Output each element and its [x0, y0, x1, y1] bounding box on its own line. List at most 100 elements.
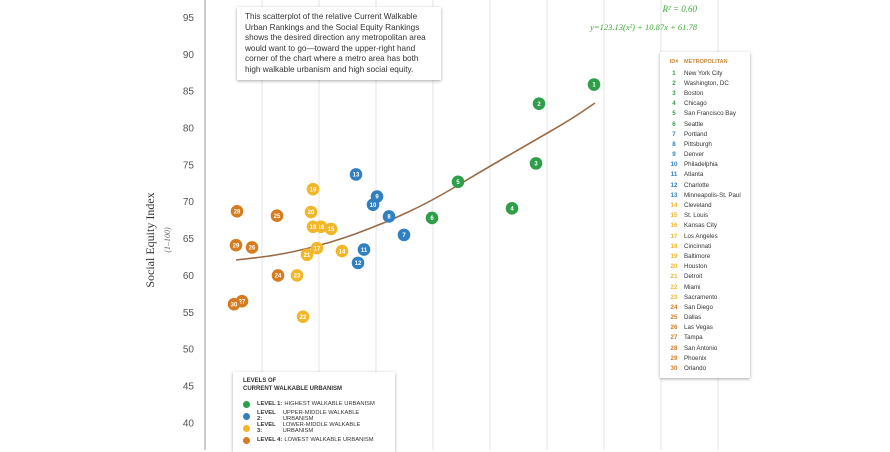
- legend-level-label: HIGHEST WALKABLE URBANISM: [284, 401, 375, 407]
- data-point-label: 28: [234, 209, 241, 215]
- data-point-label: 17: [314, 246, 321, 252]
- metro-id: 1: [672, 69, 676, 77]
- data-point: 25: [270, 209, 284, 223]
- data-point-marker: [230, 204, 244, 218]
- metro-name: Atlanta: [684, 171, 704, 179]
- y-axis-sublabel: (1–100): [163, 227, 172, 253]
- data-point-marker: [505, 202, 519, 215]
- data-point: 13: [349, 168, 363, 181]
- data-point: 19: [306, 182, 320, 196]
- metro-name: Boston: [684, 89, 704, 97]
- y-tick-label: 65: [183, 234, 195, 245]
- y-tick-label: 60: [183, 271, 195, 282]
- data-point-marker: [529, 157, 543, 170]
- metro-name: Chicago: [684, 100, 707, 108]
- metro-name: Las Vegas: [684, 324, 713, 332]
- metro-row: 28 San Antonio: [664, 343, 746, 353]
- metro-col-id: ID#: [669, 59, 679, 65]
- metro-row: 1 New York City: [664, 68, 746, 78]
- legend-dot-icon: [243, 424, 250, 432]
- metro-name: Dallas: [684, 314, 702, 322]
- legend-level-label: LOWEST WALKABLE URBANISM: [284, 437, 374, 443]
- metro-row: 5 San Francisco Bay: [664, 109, 746, 119]
- y-tick-label: 80: [183, 124, 195, 135]
- metro-id: 2: [672, 79, 676, 87]
- metro-name: Orlando: [684, 365, 707, 373]
- data-point-label: 16: [318, 225, 325, 231]
- metro-row: 16 Kansas City: [664, 221, 746, 231]
- legend-dot-icon: [243, 436, 250, 444]
- data-point-label: 29: [233, 243, 240, 249]
- data-point: 8: [382, 210, 396, 223]
- data-point-label: 27: [239, 299, 246, 305]
- data-point-label: 25: [274, 214, 281, 220]
- levels-legend: LEVELS OF CURRENT WALKABLE URBANISM LEVE…: [233, 372, 395, 452]
- metro-name: Seattle: [684, 120, 704, 128]
- legend-title-line1: LEVELS OF: [243, 378, 277, 384]
- data-point-label: 11: [361, 248, 368, 254]
- legend-row: LEVEL 2: UPPER-MIDDLE WALKABLE URBANISM: [243, 410, 385, 422]
- metro-row: 26 Las Vegas: [664, 323, 746, 333]
- data-point: 17: [310, 241, 324, 255]
- data-point: 7: [397, 228, 411, 242]
- metro-id: 5: [672, 110, 676, 118]
- y-tick-label: 95: [183, 13, 195, 24]
- metro-id: 22: [670, 283, 678, 291]
- metro-id: 21: [670, 273, 678, 281]
- y-tick-label: 70: [183, 197, 195, 208]
- data-point: 18: [306, 220, 320, 234]
- data-point: 20: [304, 205, 318, 219]
- data-point-marker: [306, 182, 320, 196]
- data-point: 10: [366, 198, 380, 211]
- metro-id: 10: [670, 161, 678, 169]
- legend-dot-icon: [243, 412, 250, 420]
- metro-name: Charlotte: [684, 181, 710, 189]
- metro-row: 14 Cleveland: [664, 200, 746, 210]
- metro-row: 30 Orlando: [664, 363, 746, 373]
- data-point-marker: [532, 97, 546, 110]
- metro-row: 27 Tampa: [664, 333, 746, 343]
- data-point: 3: [529, 157, 543, 170]
- metro-name: Houston: [684, 263, 708, 271]
- data-points: 1234567891011121314151617181920212223242…: [227, 78, 601, 323]
- data-point-marker: [382, 210, 396, 223]
- metro-name: San Antonio: [684, 344, 718, 352]
- metro-id: 4: [672, 100, 676, 108]
- data-point-label: 15: [328, 227, 335, 233]
- data-point: 4: [505, 202, 519, 215]
- legend-level: LEVEL 4:: [257, 437, 283, 443]
- data-point-label: 26: [249, 246, 256, 252]
- metro-name: Washington, DC: [684, 79, 729, 87]
- metro-row: 11 Atlanta: [664, 170, 746, 180]
- data-point-marker: [366, 198, 380, 211]
- legend-level-label: UPPER-MIDDLE WALKABLE URBANISM: [282, 410, 360, 422]
- legend-row: LEVEL 4: LOWEST WALKABLE URBANISM: [243, 434, 385, 446]
- data-point-label: 12: [355, 261, 362, 267]
- data-point-label: 21: [304, 253, 311, 259]
- legend-level: LEVEL 3:: [257, 422, 276, 434]
- data-point: 26: [245, 241, 259, 254]
- data-point-label: 19: [310, 187, 317, 193]
- data-point-marker: [324, 222, 338, 236]
- metro-id: 17: [670, 232, 678, 240]
- data-point-label: 20: [308, 210, 315, 216]
- legend-rows: LEVEL 1: HIGHEST WALKABLE URBANISM LEVEL 2…: [243, 398, 385, 446]
- metro-name: Phoenix: [684, 354, 707, 362]
- data-point-label: 8: [387, 215, 391, 221]
- metro-row: 12 Charlotte: [664, 180, 746, 190]
- metro-id: 7: [672, 130, 676, 138]
- data-point-label: 22: [300, 315, 307, 321]
- metro-name: Minneapolis-St. Paul: [684, 191, 741, 199]
- r-squared-label: R² = 0.60: [661, 4, 697, 14]
- data-point: 29: [229, 238, 243, 252]
- data-point-marker: [245, 241, 259, 254]
- metro-id: 24: [670, 303, 678, 311]
- data-point-marker: [270, 209, 284, 223]
- metro-row: 25 Dallas: [664, 313, 746, 323]
- data-point-label: 10: [370, 203, 377, 209]
- metro-row: 6 Seattle: [664, 119, 746, 129]
- metro-id: 28: [670, 344, 678, 352]
- data-point-marker: [306, 220, 320, 234]
- metro-row: 4 Chicago: [664, 99, 746, 109]
- data-point-marker: [335, 244, 349, 258]
